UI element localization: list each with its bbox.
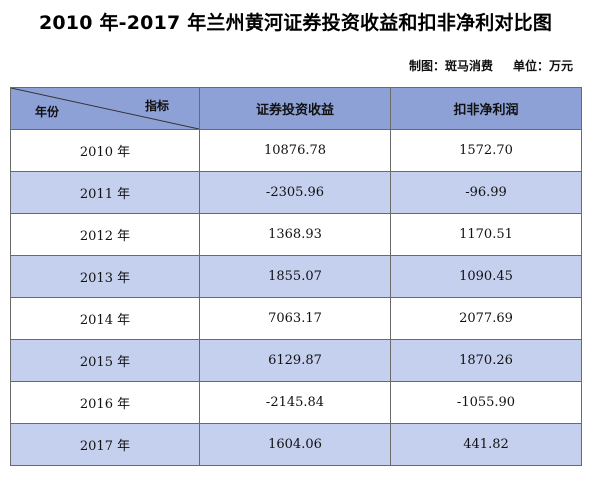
chart-meta: 制图：斑马消费 单位：万元: [409, 57, 573, 74]
net-profit-cell: 1572.70: [390, 129, 582, 172]
table-row: 2013 年 1855.07 1090.45: [10, 255, 582, 298]
year-cell: 2015 年: [10, 339, 200, 382]
year-cell: 2016 年: [10, 381, 200, 424]
corner-metric-label: 指标: [144, 99, 169, 113]
table-row: 2016 年 -2145.84 -1055.90: [10, 381, 582, 424]
year-cell: 2013 年: [10, 255, 200, 298]
net-profit-cell: 1870.26: [390, 339, 582, 382]
unit-label: 单位：万元: [512, 59, 573, 73]
corner-year-label: 年份: [35, 105, 60, 119]
year-cell: 2017 年: [10, 423, 200, 466]
year-cell: 2014 年: [10, 297, 200, 340]
table-row: 2017 年 1604.06 441.82: [10, 423, 582, 466]
table-header-row: 年份 指标 证券投资收益 扣非净利润: [10, 87, 582, 130]
corner-header-cell: 年份 指标: [10, 87, 200, 130]
investment-cell: -2145.84: [199, 381, 391, 424]
investment-cell: 10876.78: [199, 129, 391, 172]
net-profit-cell: 1170.51: [390, 213, 582, 256]
year-cell: 2011 年: [10, 171, 200, 214]
page-title: 2010 年-2017 年兰州黄河证券投资收益和扣非净利对比图: [38, 12, 553, 34]
column-header-investment: 证券投资收益: [199, 87, 391, 130]
table-row: 2012 年 1368.93 1170.51: [10, 213, 582, 256]
net-profit-cell: 441.82: [390, 423, 582, 466]
diagonal-line: [11, 88, 199, 129]
net-profit-cell: -96.99: [390, 171, 582, 214]
column-header-net-profit: 扣非净利润: [390, 87, 582, 130]
data-table: 年份 指标 证券投资收益 扣非净利润 2010 年 10876.78 1572.…: [10, 87, 582, 466]
net-profit-cell: 2077.69: [390, 297, 582, 340]
table-row: 2015 年 6129.87 1870.26: [10, 339, 582, 382]
investment-cell: 1604.06: [199, 423, 391, 466]
investment-cell: 6129.87: [199, 339, 391, 382]
year-cell: 2010 年: [10, 129, 200, 172]
net-profit-cell: 1090.45: [390, 255, 582, 298]
investment-cell: -2305.96: [199, 171, 391, 214]
investment-cell: 1855.07: [199, 255, 391, 298]
investment-cell: 7063.17: [199, 297, 391, 340]
year-cell: 2012 年: [10, 213, 200, 256]
investment-cell: 1368.93: [199, 213, 391, 256]
table-row: 2014 年 7063.17 2077.69: [10, 297, 582, 340]
table-row: 2010 年 10876.78 1572.70: [10, 129, 582, 172]
net-profit-cell: -1055.90: [390, 381, 582, 424]
made-by-label: 制图：斑马消费: [408, 59, 493, 73]
table-row: 2011 年 -2305.96 -96.99: [10, 171, 582, 214]
